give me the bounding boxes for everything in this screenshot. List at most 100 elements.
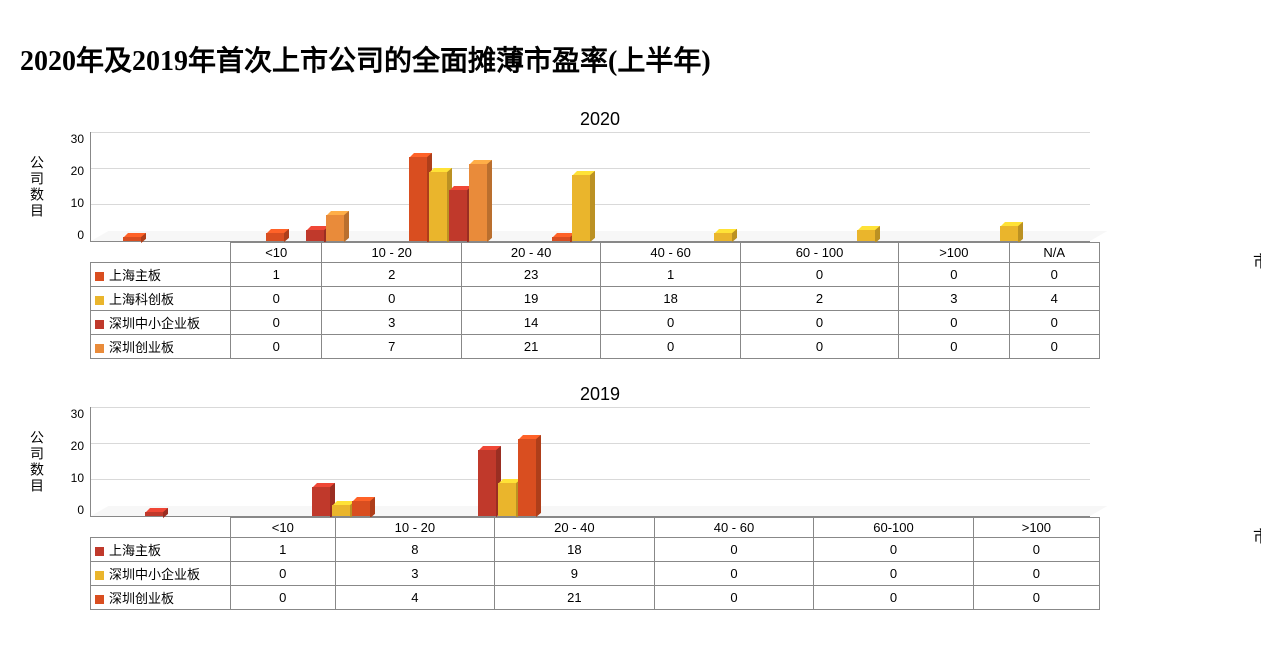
plot-area-2020 (90, 132, 1090, 242)
ytick: 10 (71, 471, 84, 485)
table-cell: 0 (814, 585, 974, 609)
category-group (757, 407, 924, 516)
table-cell: 0 (654, 561, 814, 585)
table-cell: 0 (1009, 334, 1099, 358)
table-cell: 0 (231, 310, 322, 334)
table-cell: 0 (322, 286, 461, 310)
series-row-header: 深圳创业板 (91, 585, 231, 609)
bar (332, 505, 350, 516)
table-row: 深圳中小企业板039000 (91, 561, 1100, 585)
ytick: 0 (77, 228, 84, 242)
table-category-header: 20 - 40 (495, 517, 655, 537)
chart-2020: 2020 公司数目 30 20 10 0 市盈率 <1010 - 2020 - … (20, 109, 1241, 359)
category-group (519, 132, 662, 241)
bar (552, 237, 570, 241)
table-category-header: >100 (973, 517, 1099, 537)
bar (449, 190, 467, 241)
table-cell: 0 (1009, 262, 1099, 286)
table-cell: 0 (654, 537, 814, 561)
legend-swatch (95, 296, 104, 305)
bar (352, 501, 370, 516)
legend-swatch (95, 272, 104, 281)
table-row: 深圳创业板07210000 (91, 334, 1100, 358)
table-cell: 1 (231, 537, 336, 561)
category-group (947, 132, 1090, 241)
table-cell: 14 (461, 310, 600, 334)
table-category-header: <10 (231, 242, 322, 262)
table-cell: 0 (231, 334, 322, 358)
table-cell: 8 (335, 537, 495, 561)
category-group (924, 407, 1091, 516)
bars-container-2019 (91, 407, 1090, 516)
table-cell: 0 (231, 561, 336, 585)
table-cell: 0 (899, 310, 1009, 334)
legend-swatch (95, 571, 104, 580)
bar (1000, 226, 1018, 241)
chart-2019: 2019 公司数目 30 20 10 0 市盈率 <1010 - 2020 - … (20, 384, 1241, 610)
bar (857, 230, 875, 241)
bar (312, 487, 330, 516)
y-ticks-2019: 30 20 10 0 (50, 407, 90, 517)
table-cell: 0 (899, 262, 1009, 286)
table-category-header: 20 - 40 (461, 242, 600, 262)
table-row: 上海主板12231000 (91, 262, 1100, 286)
series-row-header: 深圳中小企业板 (91, 310, 231, 334)
category-group (91, 132, 234, 241)
bar (266, 233, 284, 240)
table-cell: 0 (814, 537, 974, 561)
series-row-header: 上海主板 (91, 262, 231, 286)
series-row-header: 上海主板 (91, 537, 231, 561)
ytick: 20 (71, 439, 84, 453)
table-category-header: >100 (899, 242, 1009, 262)
table-cell: 4 (335, 585, 495, 609)
ytick: 20 (71, 164, 84, 178)
table-row: 深圳创业板0421000 (91, 585, 1100, 609)
series-row-header: 深圳中小企业板 (91, 561, 231, 585)
table-cell: 18 (601, 286, 740, 310)
table-cell: 2 (322, 262, 461, 286)
category-group (662, 132, 805, 241)
table-cell: 21 (495, 585, 655, 609)
table-cell: 1 (231, 262, 322, 286)
table-category-header: 40 - 60 (601, 242, 740, 262)
table-cell: 0 (601, 310, 740, 334)
table-category-header: 60 - 100 (740, 242, 898, 262)
category-group (805, 132, 948, 241)
table-cell: 0 (231, 286, 322, 310)
table-category-header: 10 - 20 (322, 242, 461, 262)
table-cell: 0 (899, 334, 1009, 358)
table-cell: 3 (899, 286, 1009, 310)
table-cell: 19 (461, 286, 600, 310)
bar (518, 439, 536, 515)
y-axis-label-2020: 公司数目 (20, 132, 50, 242)
x-axis-label-2020: 市盈率 (1253, 248, 1261, 272)
series-row-header: 上海科创板 (91, 286, 231, 310)
bar (123, 237, 141, 241)
table-cell: 23 (461, 262, 600, 286)
table-row: 上海主板1818000 (91, 537, 1100, 561)
y-axis-label-2019: 公司数目 (20, 407, 50, 517)
table-cell: 0 (973, 585, 1099, 609)
table-cell: 0 (814, 561, 974, 585)
table-cell: 2 (740, 286, 898, 310)
bar (572, 175, 590, 240)
table-cell: 0 (231, 585, 336, 609)
table-row: 上海科创板001918234 (91, 286, 1100, 310)
bar (714, 233, 732, 240)
table-category-header: 60-100 (814, 517, 974, 537)
bar (145, 512, 163, 516)
legend-swatch (95, 344, 104, 353)
table-cell: 0 (740, 310, 898, 334)
table-cell: 0 (1009, 310, 1099, 334)
series-row-header: 深圳创业板 (91, 334, 231, 358)
table-cell: 7 (322, 334, 461, 358)
bars-container-2020 (91, 132, 1090, 241)
y-ticks-2020: 30 20 10 0 (50, 132, 90, 242)
bar (326, 215, 344, 240)
category-group (258, 407, 425, 516)
table-category-header: 10 - 20 (335, 517, 495, 537)
legend-swatch (95, 595, 104, 604)
table-cell: 3 (322, 310, 461, 334)
table-cell: 0 (973, 537, 1099, 561)
category-group (234, 132, 377, 241)
